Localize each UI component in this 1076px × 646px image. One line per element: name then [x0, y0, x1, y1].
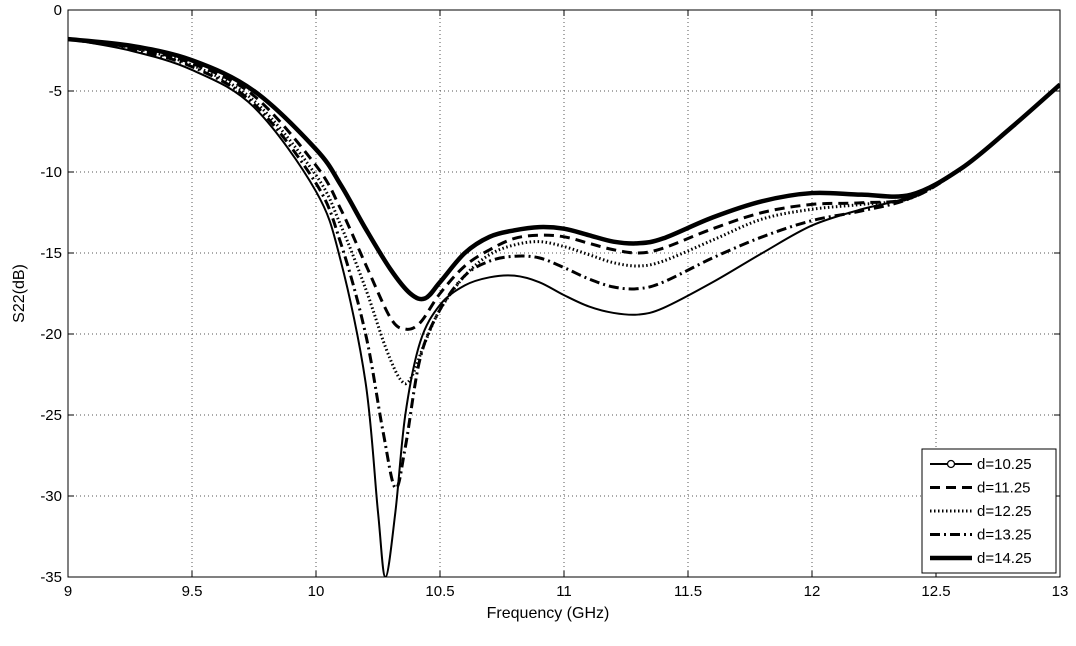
series-line-2	[68, 37, 1060, 331]
y-tick-label: -25	[40, 407, 62, 424]
legend-label-5: d=14.25	[977, 550, 1032, 567]
x-tick-label: 10	[308, 583, 325, 600]
legend-box	[921, 448, 1057, 574]
x-tick-label: 10.5	[425, 583, 454, 600]
series-layer	[68, 36, 1060, 577]
legend-marker-circle	[946, 459, 956, 469]
x-tick-label: 9	[64, 583, 72, 600]
legend-label-4: d=13.25	[977, 527, 1032, 544]
x-tick-label: 12	[804, 583, 821, 600]
grid-layer	[68, 10, 1060, 577]
series-line-4	[68, 37, 1060, 490]
legend-label-1: d=10.25	[977, 456, 1032, 473]
y-tick-label: 0	[54, 2, 62, 19]
series-line-1	[68, 38, 1060, 577]
y-axis-label: S22(dB)	[11, 264, 28, 323]
x-tick-label: 13	[1052, 583, 1069, 600]
x-tick-label: 11	[556, 583, 572, 600]
x-tick-label: 11.5	[674, 583, 702, 600]
legend-label-2: d=11.25	[977, 480, 1031, 497]
x-tick-label: 12.5	[921, 583, 950, 600]
y-tick-label: -30	[40, 488, 62, 505]
plot-area	[68, 10, 1060, 577]
x-axis-label: Frequency (GHz)	[487, 605, 610, 622]
y-tick-label: -35	[40, 569, 62, 586]
x-tick-label: 9.5	[182, 583, 203, 600]
axes-layer: 9 9.5 10 10.5 11 11.5 12 12.5 13 0 -5 -10 -15 -20 -25 -…	[11, 2, 1068, 622]
series-line-5	[68, 36, 1060, 302]
legend: d=10.25 d=11.25 d=12.25 d=13.25 d=14.25	[921, 448, 1057, 574]
legend-label-3: d=12.25	[977, 503, 1032, 520]
y-tick-label: -5	[49, 83, 62, 100]
y-tick-label: -15	[40, 245, 62, 262]
y-tick-label: -20	[40, 326, 62, 343]
y-tick-label: -10	[40, 164, 62, 181]
